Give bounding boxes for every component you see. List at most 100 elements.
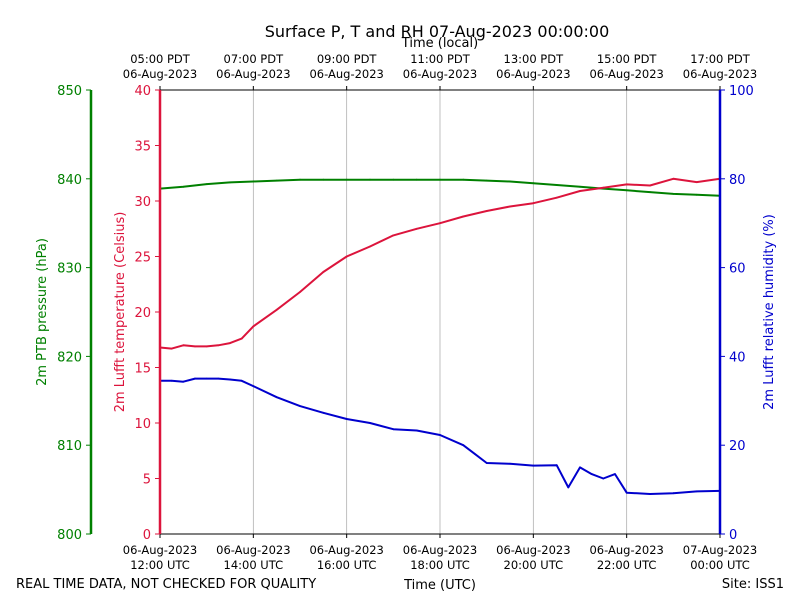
temperature-tick-label-7: 35 — [134, 140, 151, 155]
bottom-tick-time-1: 14:00 UTC — [224, 558, 284, 572]
pressure-point-7 — [322, 178, 325, 181]
humidity-point-25 — [590, 473, 593, 475]
temperature-point-1 — [170, 347, 173, 350]
temperature-point-4 — [205, 345, 208, 348]
humidity-point-6 — [229, 378, 231, 381]
temperature-axis-label: 2m Lufft temperature (Celsius) — [113, 212, 128, 413]
humidity-point-26 — [602, 477, 605, 480]
humidity-point-5 — [217, 377, 220, 380]
pressure-point-11 — [415, 178, 418, 181]
pressure-point-3 — [229, 181, 231, 184]
pressure-point-4 — [252, 180, 255, 183]
top-tick-time-6: 17:00 PDT — [690, 52, 751, 66]
series-layer — [159, 177, 721, 495]
temperature-point-10 — [299, 291, 301, 293]
temperature-tick-label-0: 0 — [143, 528, 151, 543]
bottom-tick-time-6: 00:00 UTC — [690, 558, 750, 572]
bottom-tick-date-4: 06-Aug-2023 — [496, 543, 570, 557]
humidity-point-29 — [649, 493, 651, 495]
top-tick-date-5: 06-Aug-2023 — [589, 67, 663, 81]
humidity-point-27 — [614, 473, 616, 475]
bottom-tick-time-4: 20:00 UTC — [504, 558, 564, 572]
temperature-point-25 — [649, 184, 651, 187]
temperature-point-20 — [532, 202, 535, 205]
bottom-tick-time-2: 16:00 UTC — [317, 558, 377, 572]
humidity-point-1 — [170, 379, 173, 382]
site-footer: Site: ISS1 — [722, 577, 784, 592]
bottom-tick-date-5: 06-Aug-2023 — [589, 543, 663, 557]
temperature-tick-label-5: 25 — [134, 251, 151, 266]
bottom-tick-date-0: 06-Aug-2023 — [123, 543, 197, 557]
top-tick-time-0: 05:00 PDT — [130, 52, 191, 66]
quality-footer: REAL TIME DATA, NOT CHECKED FOR QUALITY — [16, 577, 316, 592]
temperature-point-15 — [415, 227, 418, 230]
pressure-tick-label-1: 810 — [57, 439, 82, 454]
temperature-point-26 — [672, 177, 675, 180]
top-tick-time-3: 11:00 PDT — [410, 52, 471, 66]
humidity-point-14 — [392, 428, 395, 431]
gridlines — [252, 90, 628, 534]
temperature-point-18 — [485, 210, 488, 212]
temperature-point-3 — [194, 345, 196, 348]
humidity-point-3 — [194, 377, 196, 380]
top-tick-date-6: 06-Aug-2023 — [683, 67, 757, 81]
bottom-axis-label: Time (UTC) — [403, 578, 476, 593]
bottom-tick-date-6: 07-Aug-2023 — [683, 543, 757, 557]
temperature-point-16 — [439, 222, 441, 225]
pressure-point-12 — [439, 178, 441, 181]
pressure-point-8 — [345, 178, 348, 181]
humidity-point-31 — [695, 490, 698, 493]
temperature-tick-label-4: 20 — [134, 306, 151, 321]
temperature-point-13 — [369, 245, 371, 248]
temperature-point-24 — [625, 183, 628, 186]
top-tick-date-2: 06-Aug-2023 — [309, 67, 383, 81]
humidity-point-21 — [532, 464, 535, 467]
top-tick-date-1: 06-Aug-2023 — [216, 67, 290, 81]
pressure-point-2 — [205, 183, 208, 186]
chart-title: Surface P, T and RH 07-Aug-2023 00:00:00 — [265, 22, 610, 41]
humidity-point-10 — [299, 405, 301, 407]
humidity-point-30 — [672, 492, 675, 495]
top-tick-date-3: 06-Aug-2023 — [403, 67, 477, 81]
humidity-point-2 — [182, 380, 185, 383]
pressure-tick-label-0: 800 — [57, 528, 82, 543]
humidity-point-22 — [555, 464, 558, 467]
temperature-tick-label-6: 30 — [134, 195, 151, 210]
pressure-point-18 — [579, 185, 581, 188]
humidity-point-13 — [369, 422, 371, 424]
temperature-tick-label-2: 10 — [134, 417, 151, 432]
temperature-point-8 — [252, 325, 255, 328]
temperature-point-23 — [602, 186, 605, 189]
top-axis-label: Time (local) — [401, 36, 478, 51]
humidity-tick-label-0: 0 — [729, 528, 737, 543]
top-tick-date-4: 06-Aug-2023 — [496, 67, 570, 81]
bottom-tick-time-3: 18:00 UTC — [410, 558, 470, 572]
top-tick-time-5: 15:00 PDT — [597, 52, 658, 66]
humidity-point-12 — [345, 418, 348, 420]
humidity-tick-label-3: 60 — [729, 262, 746, 277]
temperature-tick-label-3: 15 — [134, 362, 151, 377]
pressure-point-22 — [672, 193, 675, 195]
pressure-point-9 — [369, 178, 371, 181]
temperature-point-5 — [217, 344, 220, 347]
humidity-point-28 — [625, 491, 628, 494]
humidity-point-24 — [579, 466, 581, 469]
bottom-tick-date-3: 06-Aug-2023 — [403, 543, 477, 557]
temperature-point-17 — [462, 215, 465, 218]
humidity-point-8 — [252, 385, 255, 387]
pressure-point-6 — [299, 178, 301, 181]
top-tick-date-0: 06-Aug-2023 — [123, 67, 197, 81]
humidity-point-9 — [275, 396, 278, 399]
bottom-tick-time-5: 22:00 UTC — [597, 558, 657, 572]
humidity-point-15 — [415, 429, 418, 432]
humidity-point-23 — [567, 486, 570, 489]
humidity-tick-label-4: 80 — [729, 173, 746, 188]
pressure-point-14 — [485, 179, 488, 182]
temperature-point-9 — [275, 308, 278, 311]
temperature-point-12 — [345, 255, 348, 258]
temperature-point-21 — [555, 196, 558, 199]
pressure-point-23 — [695, 193, 698, 196]
bottom-tick-date-1: 06-Aug-2023 — [216, 543, 290, 557]
top-tick-time-2: 09:00 PDT — [317, 52, 378, 66]
temperature-point-11 — [322, 271, 325, 273]
